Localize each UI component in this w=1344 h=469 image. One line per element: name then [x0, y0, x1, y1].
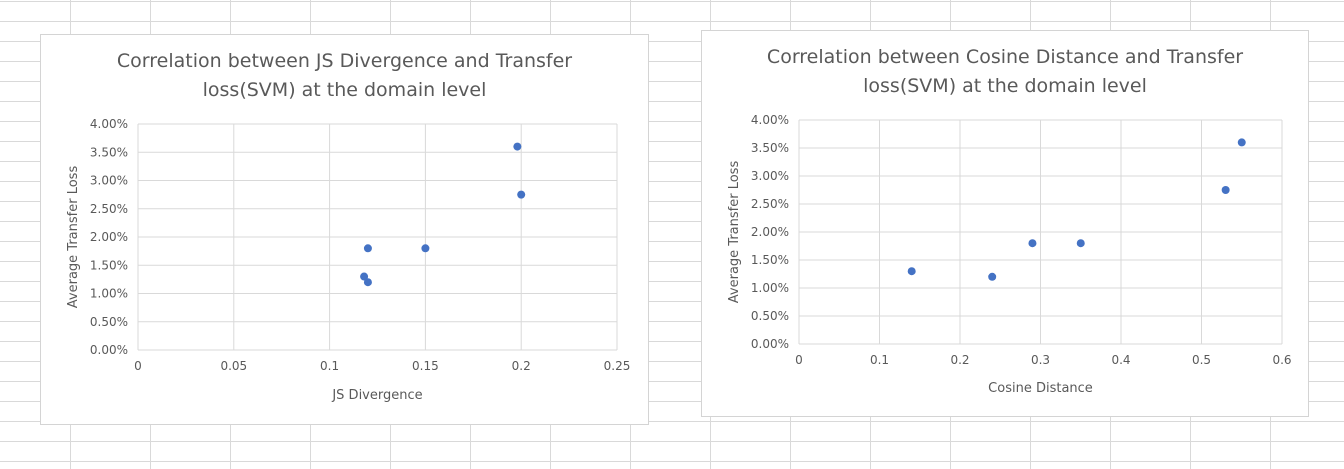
x-axis-title: JS Divergence: [331, 388, 422, 403]
y-axis-title: Average Transfer Loss: [727, 161, 742, 304]
data-point: [360, 272, 369, 281]
chart-title: Correlation between JS Divergence and Tr…: [116, 50, 573, 101]
x-tick-label: 0.3: [1031, 353, 1050, 367]
x-tick-label: 0.5: [1192, 353, 1211, 367]
y-tick-label: 3.50%: [751, 141, 789, 155]
data-point: [517, 190, 526, 199]
x-axis-title: Cosine Distance: [988, 381, 1093, 396]
data-point: [1237, 138, 1246, 147]
y-tick-label: 0.50%: [751, 309, 789, 323]
y-tick-label: 1.00%: [90, 287, 128, 301]
x-tick-label: 0.1: [320, 359, 339, 373]
data-point: [363, 278, 372, 287]
y-tick-label: 3.50%: [90, 145, 128, 159]
plot-area: 0 0.1 0.2 0.3 0.4 0.5 0.6 0.00% 0.50% 1.00% 1.50% 2…: [727, 113, 1292, 396]
y-tick-label: 2.00%: [751, 225, 789, 239]
x-tick-label: 0.25: [604, 359, 631, 373]
y-tick-label: 2.00%: [90, 230, 128, 244]
data-point: [988, 272, 997, 281]
y-tick-label: 3.00%: [90, 174, 128, 188]
x-tick-label: 0.2: [950, 353, 969, 367]
data-point: [421, 244, 430, 253]
data-point: [1221, 186, 1230, 194]
x-tick-label: 0.4: [1111, 353, 1130, 367]
y-tick-label: 0.00%: [751, 337, 789, 351]
y-tick-label: 4.00%: [751, 113, 789, 127]
y-axis-title: Average Transfer Loss: [66, 166, 81, 309]
y-tick-label: 2.50%: [90, 202, 128, 216]
data-point: [1028, 239, 1037, 248]
data-point: [513, 142, 522, 151]
x-tick-label: 0: [795, 353, 803, 367]
chart-cosine-distance[interactable]: Correlation between Cosine Distance and …: [701, 30, 1309, 417]
y-tick-label: 1.50%: [90, 258, 128, 272]
chart-title: Correlation between Cosine Distance and …: [766, 46, 1244, 97]
y-tick-label: 4.00%: [90, 117, 128, 131]
y-tick-label: 0.00%: [90, 343, 128, 357]
y-tick-label: 1.50%: [751, 253, 789, 267]
x-tick-label: 0.15: [412, 359, 439, 373]
chart-js-divergence[interactable]: Correlation between JS Divergence and Tr…: [40, 34, 649, 425]
y-tick-label: 1.00%: [751, 281, 789, 295]
data-point: [1076, 239, 1085, 248]
y-tick-label: 3.00%: [751, 169, 789, 183]
plot-area: 0 0.05 0.1 0.15 0.2 0.25 0.00% 0.50% 1.00% 1.50% 2…: [66, 117, 631, 403]
x-tick-label: 0.1: [870, 353, 889, 367]
x-tick-label: 0: [134, 359, 142, 373]
y-tick-label: 0.50%: [90, 315, 128, 329]
y-tick-label: 2.50%: [751, 197, 789, 211]
x-tick-label: 0.6: [1272, 353, 1291, 367]
data-point: [907, 267, 916, 276]
x-tick-label: 0.2: [512, 359, 531, 373]
data-point: [363, 244, 372, 253]
x-tick-label: 0.05: [220, 359, 247, 373]
